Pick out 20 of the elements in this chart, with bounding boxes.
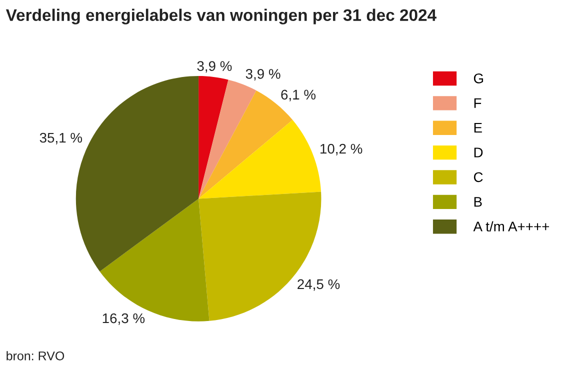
data-label: 3,9 %	[197, 61, 232, 73]
data-label: 6,1 %	[281, 90, 316, 102]
data-label: 16,3 %	[102, 313, 145, 325]
data-label: 10,2 %	[320, 144, 362, 156]
text: bron: RVO	[6, 351, 64, 360]
chart-title: Verdeling energielabels van woningen per 31 dec 2024	[6, 8, 436, 24]
data-label: 24,5 %	[298, 279, 340, 291]
legend-label: A t/m A++++	[473, 221, 550, 232]
legend-label: D	[474, 148, 483, 158]
data-label: 35,1 %	[40, 132, 82, 144]
pie-slice	[198, 120, 322, 199]
pie-slice	[198, 76, 228, 199]
legend-label: G	[474, 73, 484, 84]
legend-label: F	[474, 98, 482, 108]
legend-label: B	[474, 197, 482, 207]
pie-slice	[198, 192, 322, 321]
legend-label: E	[474, 123, 482, 133]
pie-slice	[198, 80, 256, 199]
legend-label: C	[474, 172, 483, 182]
data-label: 3,9 %	[246, 68, 280, 80]
